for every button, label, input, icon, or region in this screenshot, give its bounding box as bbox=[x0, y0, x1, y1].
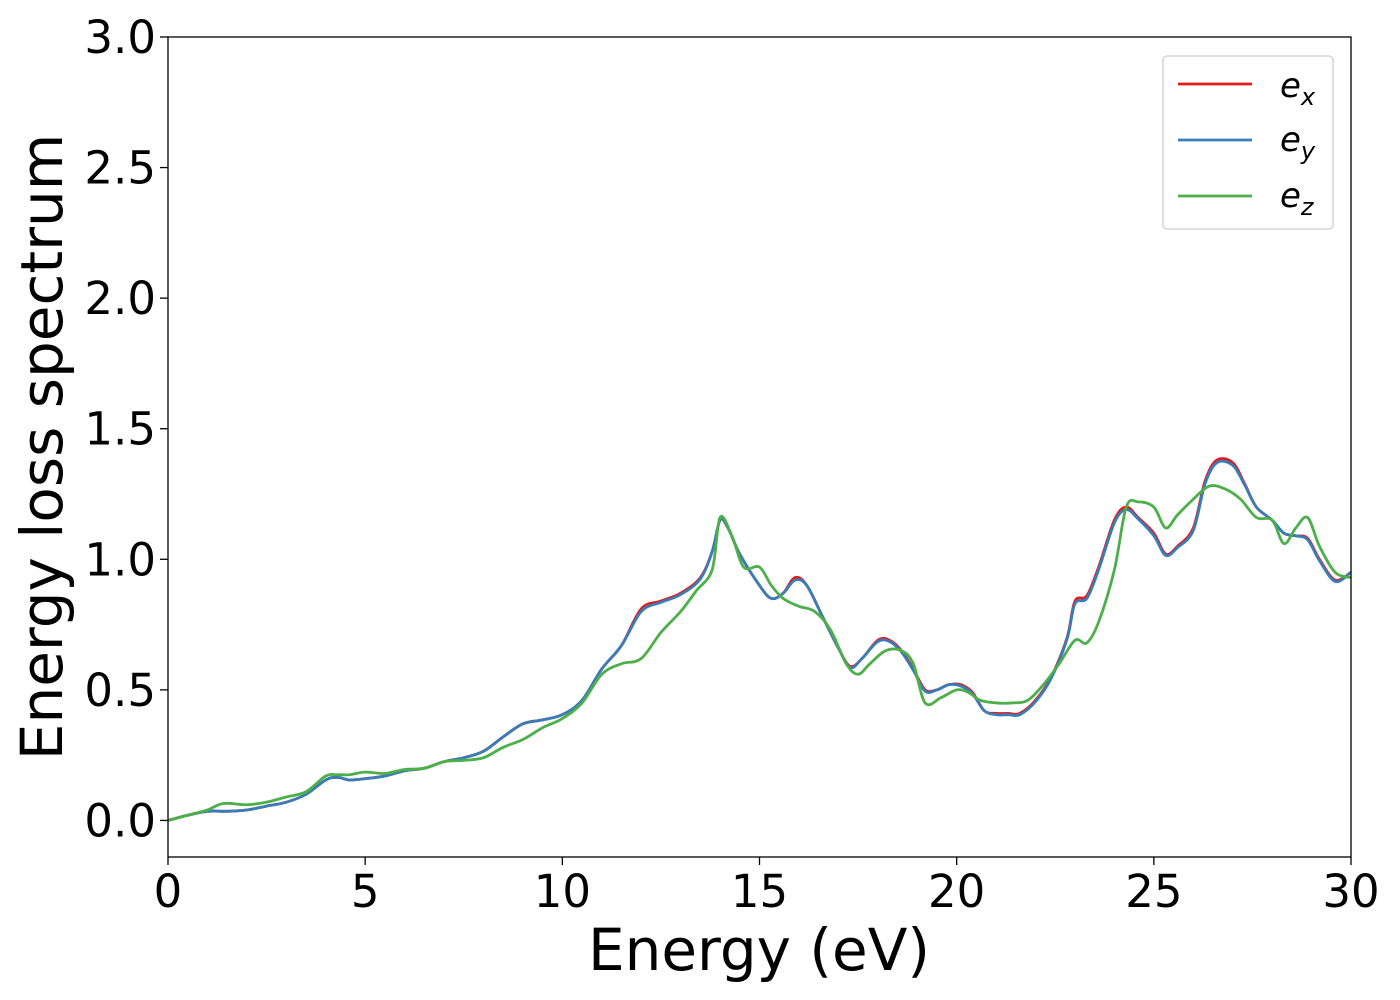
y-axis: 0.0 0.5 1.0 1.5 2.0 2.5 3.0 bbox=[84, 11, 168, 847]
y-tick-label: 3.0 bbox=[84, 11, 156, 64]
y-tick-label: 1.0 bbox=[84, 533, 156, 586]
legend-label-ey: ey bbox=[1280, 120, 1316, 165]
x-tick-label: 15 bbox=[731, 865, 788, 918]
y-axis-label: Energy loss spectrum bbox=[8, 134, 76, 760]
x-tick-label: 10 bbox=[534, 865, 591, 918]
x-tick-label: 0 bbox=[154, 865, 183, 918]
legend-label-ez: ez bbox=[1280, 176, 1315, 221]
x-tick-label: 30 bbox=[1322, 865, 1379, 918]
y-tick-label: 0.5 bbox=[84, 664, 156, 717]
series-line-ez bbox=[168, 484, 1351, 822]
x-tick-label: 20 bbox=[928, 865, 985, 918]
x-tick-label: 5 bbox=[351, 865, 380, 918]
legend: ex ey ez bbox=[1162, 55, 1334, 230]
series-layer bbox=[168, 457, 1351, 822]
legend-label-ex: ex bbox=[1280, 66, 1316, 111]
x-tick-label: 25 bbox=[1125, 865, 1182, 918]
legend-box bbox=[1162, 55, 1334, 230]
y-tick-label: 1.5 bbox=[84, 403, 156, 456]
x-axis: 0 5 10 15 20 25 30 bbox=[154, 857, 1380, 918]
x-axis-label: Energy (eV) bbox=[588, 916, 930, 984]
y-tick-label: 2.5 bbox=[84, 142, 156, 195]
y-tick-label: 0.0 bbox=[84, 794, 156, 847]
y-tick-label: 2.0 bbox=[84, 272, 156, 325]
